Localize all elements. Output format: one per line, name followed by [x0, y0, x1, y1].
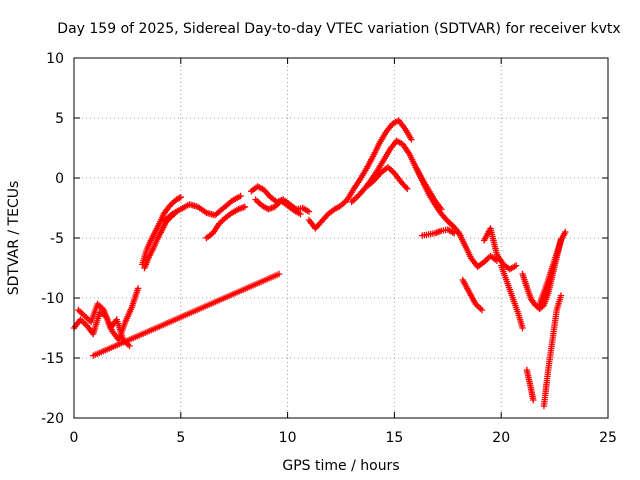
- grid: [74, 58, 608, 418]
- data-point: [404, 185, 411, 192]
- y-tick-label: -5: [50, 231, 64, 247]
- data-point: [297, 210, 304, 218]
- data-point: [275, 270, 283, 278]
- data-point: [241, 203, 249, 210]
- data-point: [305, 208, 313, 215]
- series-arc-9: [305, 117, 415, 232]
- data-points: [70, 117, 569, 410]
- data-point: [530, 396, 537, 404]
- y-tick-label: 5: [55, 111, 64, 127]
- data-point: [557, 292, 565, 299]
- x-axis-label: GPS time / hours: [282, 458, 399, 474]
- data-point: [478, 306, 486, 314]
- series-arc-20: [540, 292, 565, 410]
- data-point: [177, 194, 184, 201]
- y-tick-label: -10: [41, 291, 64, 307]
- data-point: [126, 342, 133, 350]
- data-point: [519, 324, 526, 332]
- data-point: [176, 194, 183, 202]
- data-point: [408, 136, 415, 143]
- data-point: [451, 230, 458, 237]
- series-arc-16: [480, 225, 520, 273]
- data-point: [562, 228, 569, 236]
- series-arc-17: [498, 262, 526, 332]
- x-tick-labels: 0 5 10 15 20 25: [70, 430, 617, 446]
- y-tick-label: 0: [55, 171, 64, 187]
- y-tick-label: -20: [41, 411, 64, 427]
- y-tick-labels: -20 -15 -10 -5 0 5 10: [41, 51, 64, 427]
- series-outlier-1: [90, 270, 283, 359]
- series-arc-6: [203, 203, 249, 242]
- series-arc-8: [252, 196, 304, 218]
- data-point: [443, 216, 450, 223]
- x-tick-label: 5: [176, 430, 185, 446]
- y-axis-label: SDTVAR / TECUs: [6, 181, 22, 296]
- series-arc-2: [75, 300, 133, 350]
- y-tick-label: -15: [41, 351, 64, 367]
- x-tick-label: 25: [599, 430, 617, 446]
- x-tick-label: 0: [70, 430, 79, 446]
- y-tick-label: 10: [46, 51, 64, 67]
- x-tick-label: 15: [385, 430, 403, 446]
- data-point: [512, 262, 520, 269]
- series-arc-21: [536, 228, 569, 308]
- data-point: [134, 285, 142, 292]
- series-arc-11: [365, 164, 411, 192]
- series-arc-5: [160, 192, 244, 225]
- series-arc-12: [412, 164, 464, 239]
- data-point: [402, 184, 410, 191]
- chart-title: Day 159 of 2025, Sidereal Day-to-day VTE…: [57, 21, 620, 37]
- x-tick-label: 20: [492, 430, 510, 446]
- series-arc-19: [523, 366, 537, 404]
- series-arc-15: [459, 276, 486, 314]
- series-arc-13: [418, 226, 458, 239]
- data-point: [237, 192, 244, 200]
- series-arc-14: [455, 228, 501, 270]
- x-tick-label: 10: [279, 430, 297, 446]
- axis-ticks: [73, 57, 609, 419]
